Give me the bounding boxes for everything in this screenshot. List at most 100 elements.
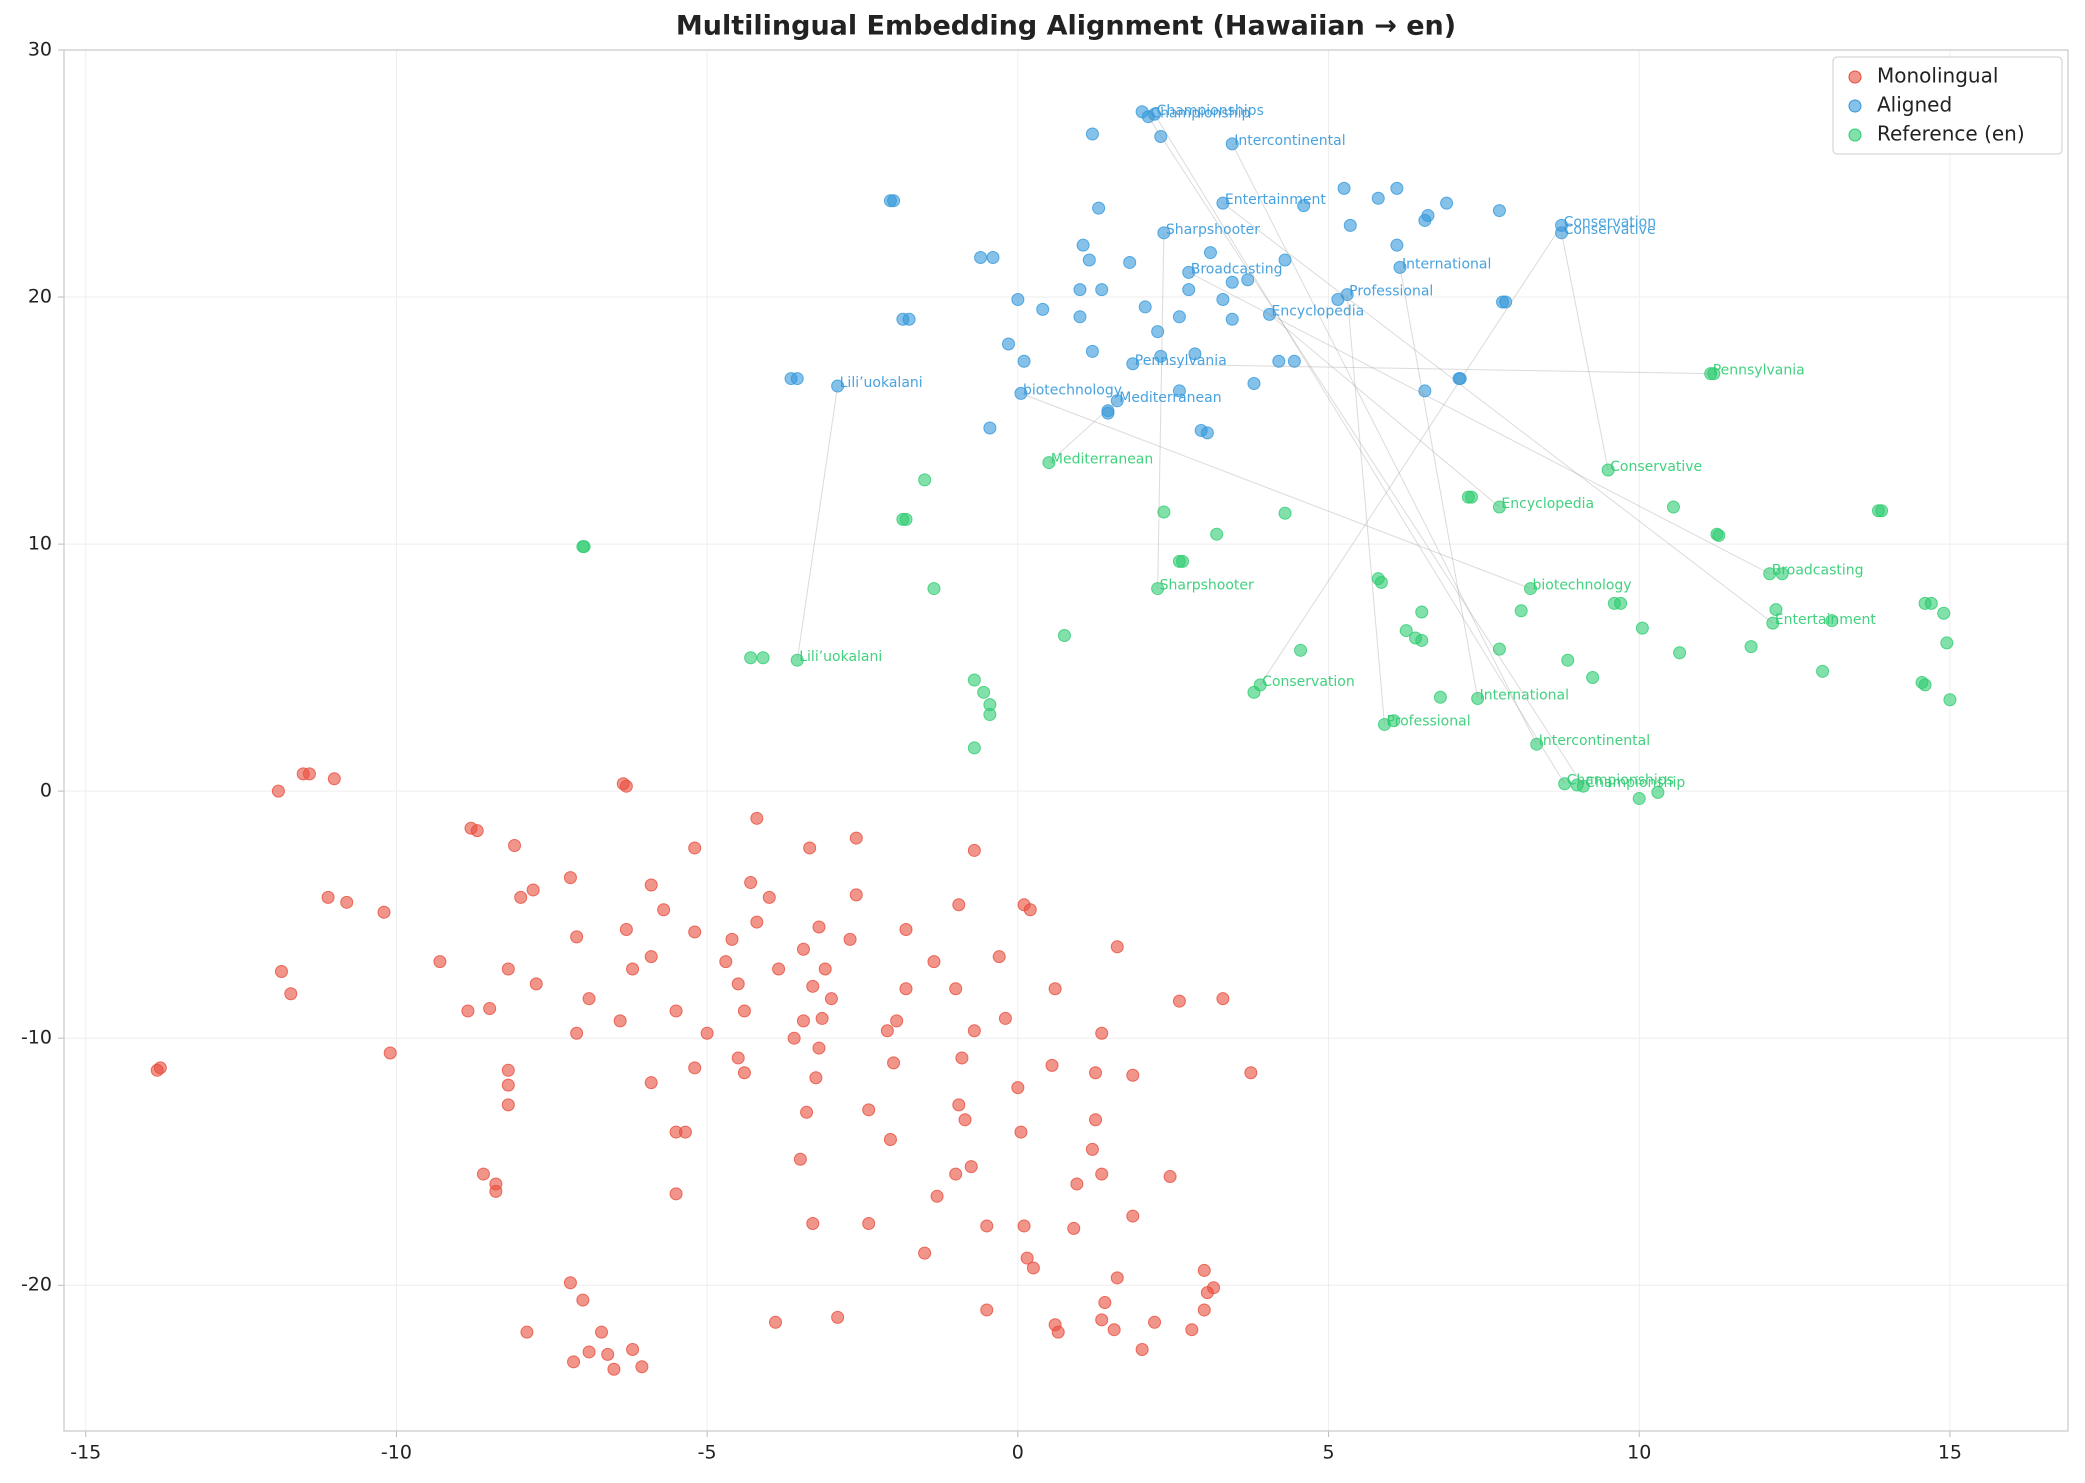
alignment-line: [1231, 143, 1538, 745]
point: [1241, 273, 1255, 287]
point: [1393, 260, 1407, 274]
point: [800, 1105, 814, 1119]
point: [501, 1098, 515, 1112]
point: [883, 1132, 897, 1146]
reference-label: International: [1480, 688, 1569, 704]
point: [1157, 226, 1171, 240]
point: [1110, 1271, 1124, 1285]
point: [1632, 792, 1646, 806]
point: [1085, 344, 1099, 358]
point: [595, 1325, 609, 1339]
point: [1707, 367, 1721, 381]
alignment-line: [1259, 225, 1562, 686]
point: [1940, 636, 1954, 650]
reference-label: Pennsylvania: [1713, 363, 1805, 379]
point: [1875, 504, 1889, 518]
aligned-label: Lili’uokalani: [840, 375, 923, 391]
reference-label: Conservative: [1610, 459, 1702, 475]
point: [1415, 633, 1429, 647]
point: [526, 883, 540, 897]
point: [483, 1002, 497, 1016]
point: [1135, 1342, 1149, 1356]
aligned-label: Intercontinental: [1234, 133, 1345, 149]
point: [899, 982, 913, 996]
aligned-label: Conservation: [1564, 214, 1657, 230]
point: [377, 905, 391, 919]
chart-title: Multilingual Embedding Alignment (Hawaii…: [676, 11, 1456, 42]
point: [1943, 693, 1957, 707]
point: [1225, 312, 1239, 326]
point: [1453, 372, 1467, 386]
point: [1769, 603, 1783, 617]
point: [501, 1078, 515, 1092]
point: [271, 784, 285, 798]
point: [1089, 1066, 1103, 1080]
point: [1188, 347, 1202, 361]
point: [952, 898, 966, 912]
point: [967, 1024, 981, 1038]
point: [849, 831, 863, 845]
legend-marker: [1848, 99, 1862, 113]
point: [1216, 293, 1230, 307]
point: [1924, 596, 1938, 610]
point: [890, 1014, 904, 1028]
point: [1095, 283, 1109, 297]
aligned-label: Entertainment: [1225, 192, 1327, 208]
point: [849, 888, 863, 902]
point: [1085, 1142, 1099, 1156]
point: [1272, 354, 1286, 368]
aligned-label: Professional: [1349, 284, 1433, 300]
point: [501, 1063, 515, 1077]
point: [977, 685, 991, 699]
point: [949, 1167, 963, 1181]
point: [1390, 238, 1404, 252]
point: [1225, 275, 1239, 289]
point: [824, 992, 838, 1006]
reference-label: Encyclopedia: [1501, 496, 1594, 512]
point: [1433, 690, 1447, 704]
aligned-label: Pennsylvania: [1135, 353, 1227, 369]
reference-label: Professional: [1386, 713, 1470, 729]
point: [744, 651, 758, 665]
point: [1148, 1315, 1162, 1329]
point: [1492, 500, 1506, 514]
point: [669, 1187, 683, 1201]
alignment-line: [1188, 271, 1770, 575]
point: [1287, 354, 1301, 368]
point: [918, 473, 932, 487]
point: [619, 922, 633, 936]
point: [1712, 528, 1726, 542]
point: [744, 876, 758, 890]
reference-label: Championships: [1567, 773, 1674, 789]
point: [1340, 288, 1354, 302]
point: [1200, 426, 1214, 440]
alignment-line: [1048, 400, 1118, 463]
point: [1561, 653, 1575, 667]
point: [619, 779, 633, 793]
point: [1011, 293, 1025, 307]
point: [1492, 204, 1506, 218]
point: [669, 1004, 683, 1018]
point: [1530, 737, 1544, 751]
point: [1651, 785, 1665, 799]
point: [153, 1061, 167, 1075]
point: [930, 1189, 944, 1203]
reference-label: Sharpshooter: [1160, 578, 1254, 594]
point: [1148, 107, 1162, 121]
point: [1601, 463, 1615, 477]
plot-frame: [63, 49, 2069, 1432]
point: [508, 838, 522, 852]
point: [1126, 357, 1140, 371]
point: [1586, 671, 1600, 685]
point: [577, 540, 591, 554]
point: [902, 312, 916, 326]
alignment-line: [1346, 294, 1385, 725]
point: [768, 1315, 782, 1329]
point: [1203, 246, 1217, 260]
point: [1775, 567, 1789, 581]
point: [796, 942, 810, 956]
point: [1371, 191, 1385, 205]
point: [1244, 1066, 1258, 1080]
aligned-label: biotechnology: [1023, 382, 1122, 398]
